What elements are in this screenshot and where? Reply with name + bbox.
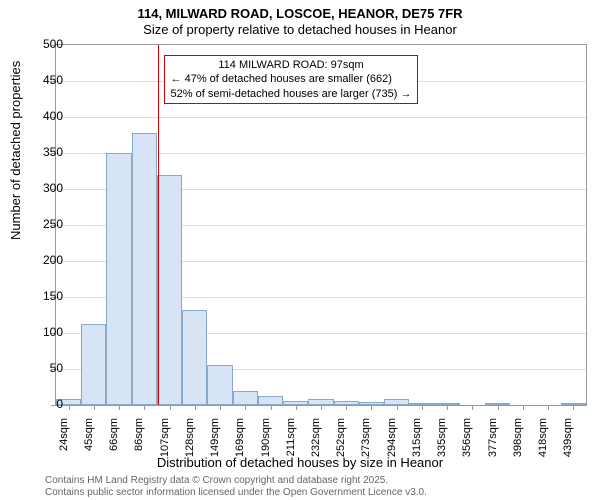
- y-tick-mark: [51, 405, 56, 406]
- histogram-bar: [182, 310, 207, 405]
- x-tick-mark: [422, 405, 423, 410]
- x-tick-mark: [69, 405, 70, 410]
- x-tick-mark: [573, 405, 574, 410]
- annotation-line3: 52% of semi-detached houses are larger (…: [171, 87, 412, 101]
- annotation-line1: 114 MILWARD ROAD: 97sqm: [171, 58, 412, 72]
- histogram-bar: [132, 133, 157, 405]
- x-tick-mark: [144, 405, 145, 410]
- histogram-bar: [106, 153, 131, 405]
- property-size-histogram: 114, MILWARD ROAD, LOSCOE, HEANOR, DE75 …: [0, 0, 600, 500]
- x-tick-mark: [170, 405, 171, 410]
- x-tick-mark: [397, 405, 398, 410]
- x-tick-label: 128sqm: [184, 418, 196, 462]
- x-tick-label: 439sqm: [562, 418, 574, 462]
- x-tick-mark: [523, 405, 524, 410]
- x-tick-label: 315sqm: [411, 418, 423, 462]
- x-tick-mark: [371, 405, 372, 410]
- x-tick-label: 45sqm: [83, 418, 95, 462]
- x-tick-mark: [119, 405, 120, 410]
- y-tick-label: 250: [43, 217, 63, 231]
- y-tick-label: 50: [50, 361, 63, 375]
- histogram-bar: [207, 365, 232, 405]
- x-tick-label: 86sqm: [133, 418, 145, 462]
- chart-title-description: Size of property relative to detached ho…: [0, 22, 600, 37]
- x-tick-mark: [271, 405, 272, 410]
- x-tick-label: 211sqm: [285, 418, 297, 462]
- x-tick-mark: [296, 405, 297, 410]
- y-tick-label: 200: [43, 253, 63, 267]
- x-tick-label: 273sqm: [360, 418, 372, 462]
- footer-copyright: Contains HM Land Registry data © Crown c…: [45, 475, 388, 486]
- x-tick-label: 66sqm: [108, 418, 120, 462]
- x-tick-label: 398sqm: [512, 418, 524, 462]
- histogram-bar: [258, 396, 283, 405]
- x-tick-label: 335sqm: [436, 418, 448, 462]
- y-tick-label: 500: [43, 37, 63, 51]
- x-tick-mark: [94, 405, 95, 410]
- x-tick-mark: [498, 405, 499, 410]
- annotation-box: 114 MILWARD ROAD: 97sqm← 47% of detached…: [164, 55, 419, 104]
- footer-licence: Contains public sector information licen…: [45, 487, 427, 498]
- x-tick-mark: [321, 405, 322, 410]
- y-tick-label: 350: [43, 145, 63, 159]
- y-tick-label: 0: [56, 397, 63, 411]
- y-axis-label: Number of detached properties: [8, 61, 23, 240]
- gridline: [56, 117, 586, 118]
- x-tick-mark: [548, 405, 549, 410]
- x-tick-mark: [346, 405, 347, 410]
- x-tick-label: 418sqm: [537, 418, 549, 462]
- x-tick-label: 190sqm: [260, 418, 272, 462]
- x-tick-label: 169sqm: [234, 418, 246, 462]
- y-tick-label: 100: [43, 325, 63, 339]
- x-tick-label: 356sqm: [461, 418, 473, 462]
- x-tick-label: 149sqm: [209, 418, 221, 462]
- y-tick-label: 400: [43, 109, 63, 123]
- x-tick-label: 252sqm: [335, 418, 347, 462]
- y-tick-label: 300: [43, 181, 63, 195]
- histogram-bar: [157, 175, 182, 405]
- x-tick-mark: [472, 405, 473, 410]
- x-tick-mark: [220, 405, 221, 410]
- x-tick-mark: [447, 405, 448, 410]
- reference-line: [158, 45, 159, 405]
- x-tick-label: 294sqm: [386, 418, 398, 462]
- x-tick-label: 232sqm: [310, 418, 322, 462]
- y-tick-label: 450: [43, 73, 63, 87]
- x-tick-mark: [195, 405, 196, 410]
- chart-title-address: 114, MILWARD ROAD, LOSCOE, HEANOR, DE75 …: [0, 6, 600, 21]
- plot-area: 114 MILWARD ROAD: 97sqm← 47% of detached…: [55, 44, 587, 406]
- histogram-bar: [233, 391, 258, 405]
- x-tick-label: 377sqm: [487, 418, 499, 462]
- x-tick-label: 107sqm: [159, 418, 171, 462]
- histogram-bar: [81, 324, 106, 405]
- y-tick-label: 150: [43, 289, 63, 303]
- annotation-line2: ← 47% of detached houses are smaller (66…: [171, 72, 412, 86]
- x-tick-label: 24sqm: [58, 418, 70, 462]
- x-tick-mark: [245, 405, 246, 410]
